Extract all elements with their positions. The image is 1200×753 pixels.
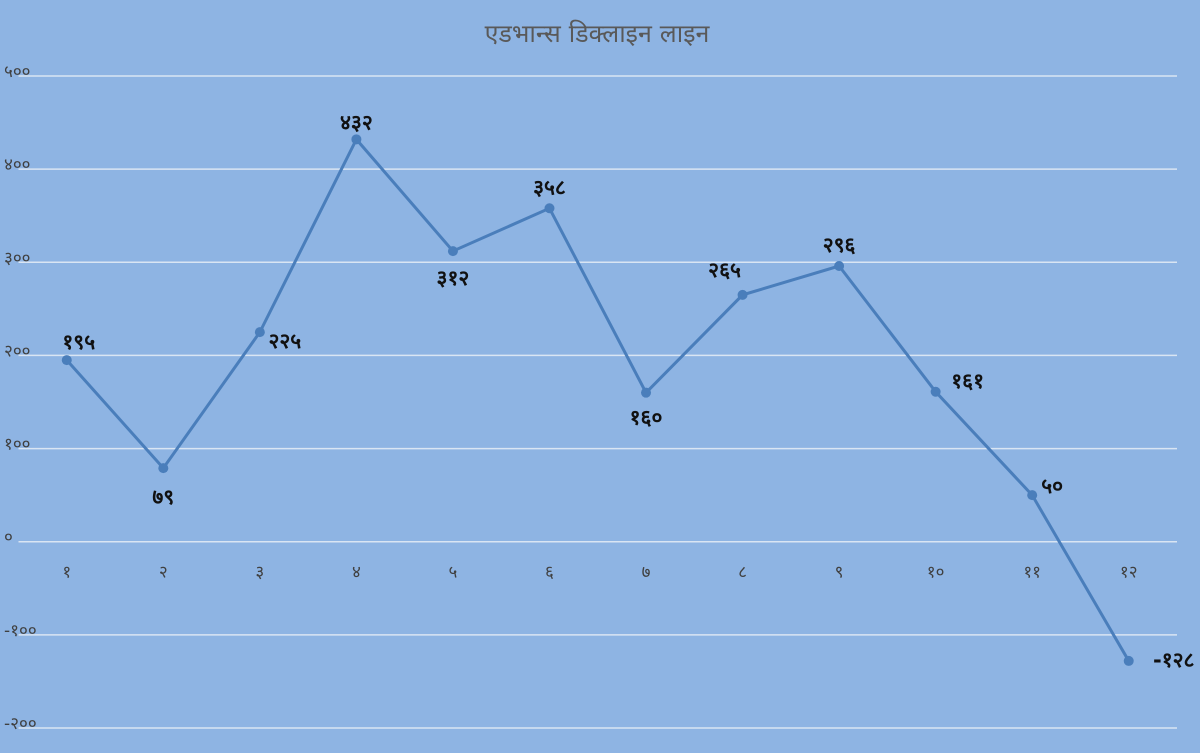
x-tick-label: २ bbox=[159, 563, 168, 583]
y-tick-label: ४०० bbox=[4, 155, 31, 175]
x-tick-label: १२ bbox=[1120, 563, 1138, 583]
data-label: -१२८ bbox=[1153, 648, 1195, 672]
data-label: २६५ bbox=[708, 258, 741, 282]
x-tick-label: ११ bbox=[1023, 563, 1041, 583]
data-point bbox=[641, 387, 652, 398]
x-tick-label: ७ bbox=[642, 563, 651, 583]
data-label: २२५ bbox=[268, 329, 301, 353]
data-point bbox=[834, 261, 845, 272]
data-label: १९५ bbox=[62, 330, 95, 354]
data-point bbox=[1123, 655, 1134, 666]
data-label: २९६ bbox=[823, 233, 856, 257]
data-label: ४३२ bbox=[340, 110, 373, 134]
data-label: ५० bbox=[1041, 474, 1063, 498]
data-point bbox=[351, 134, 362, 145]
x-tick-label: १० bbox=[927, 563, 945, 583]
data-label: १६१ bbox=[951, 369, 984, 393]
y-tick-label: १०० bbox=[4, 435, 31, 455]
data-point bbox=[61, 355, 72, 366]
y-tick-label: ५०० bbox=[4, 62, 31, 82]
data-point bbox=[737, 289, 748, 300]
y-tick-label: -२०० bbox=[4, 714, 37, 734]
data-label: ३१२ bbox=[437, 266, 470, 290]
y-tick-label: ३०० bbox=[4, 248, 31, 268]
y-tick-label: २०० bbox=[4, 341, 31, 361]
data-point bbox=[544, 203, 555, 214]
x-tick-label: ४ bbox=[352, 563, 361, 583]
data-point bbox=[254, 327, 265, 338]
x-tick-label: ८ bbox=[738, 563, 747, 583]
x-tick-label: ९ bbox=[835, 563, 844, 583]
data-point bbox=[1027, 490, 1038, 501]
x-tick-label: ५ bbox=[449, 563, 458, 583]
data-point bbox=[447, 246, 458, 257]
data-label: ३५८ bbox=[533, 175, 566, 199]
data-line bbox=[65, 136, 1131, 662]
data-point bbox=[930, 386, 941, 397]
data-label: १६० bbox=[630, 406, 663, 430]
x-tick-label: ३ bbox=[255, 563, 264, 583]
data-point bbox=[158, 463, 169, 474]
y-tick-label: -१०० bbox=[4, 621, 37, 641]
chart-title: एडभान्स डिक्लाइन लाइन bbox=[485, 19, 711, 48]
x-tick-label: ६ bbox=[545, 563, 554, 583]
data-label: ७९ bbox=[152, 485, 174, 509]
y-tick-label: ० bbox=[4, 528, 13, 548]
x-tick-label: १ bbox=[62, 563, 71, 583]
